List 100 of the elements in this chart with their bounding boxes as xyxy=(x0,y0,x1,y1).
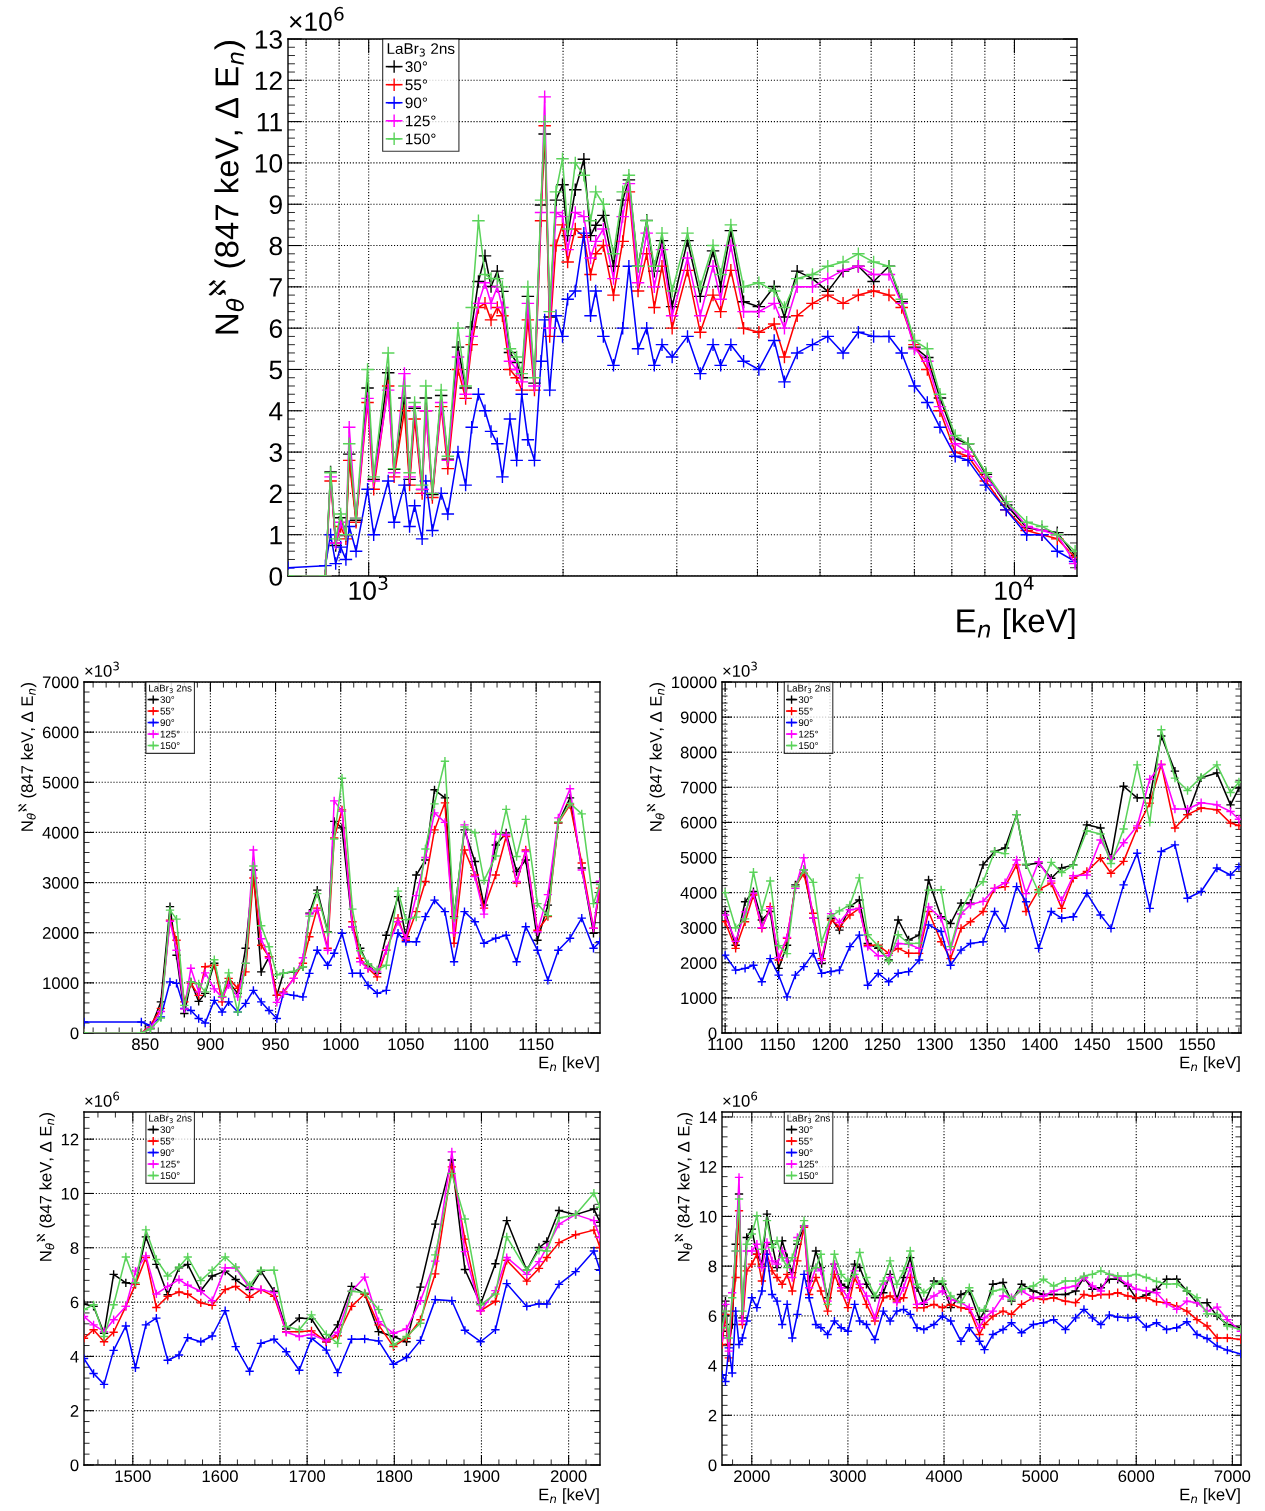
legend-label: 150° xyxy=(160,1172,180,1180)
x-tick-label: 1500 xyxy=(1127,1038,1163,1051)
legend-label: 30° xyxy=(798,696,813,704)
y-tick-label: 0 xyxy=(70,1459,79,1472)
text: ×10$^{6}$ xyxy=(723,1091,758,1107)
x-tick-label: 950 xyxy=(262,1038,289,1051)
legend-label: 125° xyxy=(799,1160,818,1168)
x-tick-label: 1300 xyxy=(917,1038,953,1051)
y-tick-label: 7000 xyxy=(680,781,717,794)
x-tick-label: 1250 xyxy=(865,1038,901,1051)
y-tick-label: 6000 xyxy=(42,726,79,739)
y-tick-label: 3 xyxy=(269,443,282,462)
legend-label: 90° xyxy=(798,719,813,727)
legend-label: 30° xyxy=(160,696,175,704)
x-tick-label: 1600 xyxy=(202,1470,238,1483)
y-tick-label: 8 xyxy=(70,1242,79,1254)
legend-label: 125° xyxy=(406,115,436,127)
legend-label: 90° xyxy=(160,1149,175,1157)
y-tick-label: 12 xyxy=(699,1161,717,1173)
y-tick-label: 6 xyxy=(70,1296,79,1309)
x-tick-label: 7000 xyxy=(1214,1470,1251,1483)
y-tick-label: 1000 xyxy=(43,977,79,990)
text: ×10$^{6}$ xyxy=(85,1091,120,1107)
legend-label: 90° xyxy=(405,97,428,109)
x-tick-label: 5000 xyxy=(1022,1470,1059,1483)
y-axis-title: N$_{θ}$$^{ℵ}$ (847 keV, Δ E$_{n}$) xyxy=(17,683,37,831)
y-tick-label: 2 xyxy=(70,1405,79,1417)
legend-label: 150° xyxy=(160,742,180,750)
legend-label: 90° xyxy=(160,719,175,727)
y-tick-label: 9000 xyxy=(680,711,717,724)
legend-label: 125° xyxy=(160,1160,180,1168)
y-tick-label: 4 xyxy=(708,1360,717,1372)
x-tick-label: 1450 xyxy=(1074,1038,1110,1051)
y-tick-label: 6000 xyxy=(680,816,717,829)
legend-label: 55° xyxy=(798,1137,813,1145)
x-tick-label: 1000 xyxy=(323,1038,359,1051)
text: ×10$^{3}$ xyxy=(723,661,757,677)
legend-title: LaBr$_{3}$ 2ns xyxy=(787,1114,830,1124)
y-tick-label: 8 xyxy=(269,236,282,256)
y-tick-label: 10 xyxy=(699,1210,717,1223)
x-axis-title: E$_{n}$ [keV] xyxy=(957,608,1075,639)
legend-label: 30° xyxy=(160,1126,175,1134)
y-tick-label: 4000 xyxy=(42,826,79,839)
y-tick-label: 8 xyxy=(708,1260,717,1273)
y-tick-label: 1 xyxy=(270,526,282,545)
y-tick-label: 5000 xyxy=(680,851,717,864)
x-tick-label: 1100 xyxy=(708,1038,743,1051)
y-axis-title: N$_{θ}$$^{ℵ}$ (847 keV, Δ E$_{n}$) xyxy=(674,1113,693,1261)
legend-label: 55° xyxy=(798,707,813,715)
legend-label: 30° xyxy=(798,1126,813,1134)
legend-label: 150° xyxy=(799,742,818,750)
x-tick-label: 1150 xyxy=(760,1038,795,1051)
y-tick-label: 4 xyxy=(269,402,283,421)
x-axis-title: E$_{n}$ [keV] xyxy=(1180,1488,1240,1504)
y-tick-label: 9 xyxy=(269,195,282,215)
y-tick-label: 10 xyxy=(61,1187,79,1200)
x-tick-label: 10$^{3}$ xyxy=(349,575,388,601)
y-tick-label: 10000 xyxy=(672,676,717,689)
legend-title: LaBr$_{3}$ 2ns xyxy=(149,684,192,694)
y-tick-label: 2 xyxy=(708,1409,717,1422)
x-tick-label: 900 xyxy=(197,1038,224,1051)
y-tick-label: 6 xyxy=(708,1310,717,1323)
x-axis-title: E$_{n}$ [keV] xyxy=(539,1488,599,1504)
y-tick-label: 12 xyxy=(61,1133,79,1146)
legend-label: 125° xyxy=(160,730,180,738)
y-tick-label: 6 xyxy=(269,319,282,338)
y-tick-label: 2000 xyxy=(680,957,717,969)
y-tick-label: 0 xyxy=(70,1027,79,1040)
y-tick-label: 0 xyxy=(269,567,283,586)
x-axis-title: E$_{n}$ [keV] xyxy=(1180,1056,1240,1072)
text: ×10$^{3}$ xyxy=(85,661,119,677)
legend-label: 90° xyxy=(798,1149,813,1157)
y-tick-label: 7 xyxy=(269,278,282,297)
x-tick-label: 6000 xyxy=(1118,1470,1155,1483)
x-tick-label: 2000 xyxy=(734,1470,770,1483)
legend-title: LaBr$_{3}$ 2ns xyxy=(787,684,830,694)
x-tick-label: 1050 xyxy=(388,1038,424,1051)
y-tick-label: 2 xyxy=(269,484,282,503)
y-tick-label: 5000 xyxy=(42,776,79,789)
y-tick-label: 2000 xyxy=(42,927,79,939)
x-tick-label: 1700 xyxy=(289,1470,326,1483)
x-tick-label: 850 xyxy=(132,1038,159,1051)
legend-label: 55° xyxy=(160,1137,175,1145)
y-tick-label: 14 xyxy=(699,1111,717,1124)
y-tick-label: 0 xyxy=(708,1027,717,1040)
y-tick-label: 0 xyxy=(708,1459,717,1472)
y-tick-label: 1000 xyxy=(681,992,717,1005)
y-tick-label: 4000 xyxy=(680,887,717,899)
y-tick-label: 8000 xyxy=(680,746,717,759)
y-tick-label: 4 xyxy=(70,1350,79,1363)
x-tick-label: 3000 xyxy=(830,1470,866,1483)
x-tick-label: 1400 xyxy=(1022,1038,1058,1051)
y-axis-title: N$_{θ}$$^{ℵ}$ (847 keV, Δ E$_{n}$) xyxy=(646,683,666,831)
legend-label: 125° xyxy=(799,730,818,738)
legend-title: LaBr$_{3}$ 2ns xyxy=(149,1114,192,1124)
y-tick-label: 7000 xyxy=(42,676,79,689)
x-tick-label: 1900 xyxy=(464,1470,500,1483)
y-axis-title: N$_{θ}$$^{ℵ}$ (847 keV, Δ E$_{n}$) xyxy=(36,1113,55,1261)
y-tick-label: 3000 xyxy=(680,922,717,934)
x-tick-label: 1500 xyxy=(115,1470,151,1483)
